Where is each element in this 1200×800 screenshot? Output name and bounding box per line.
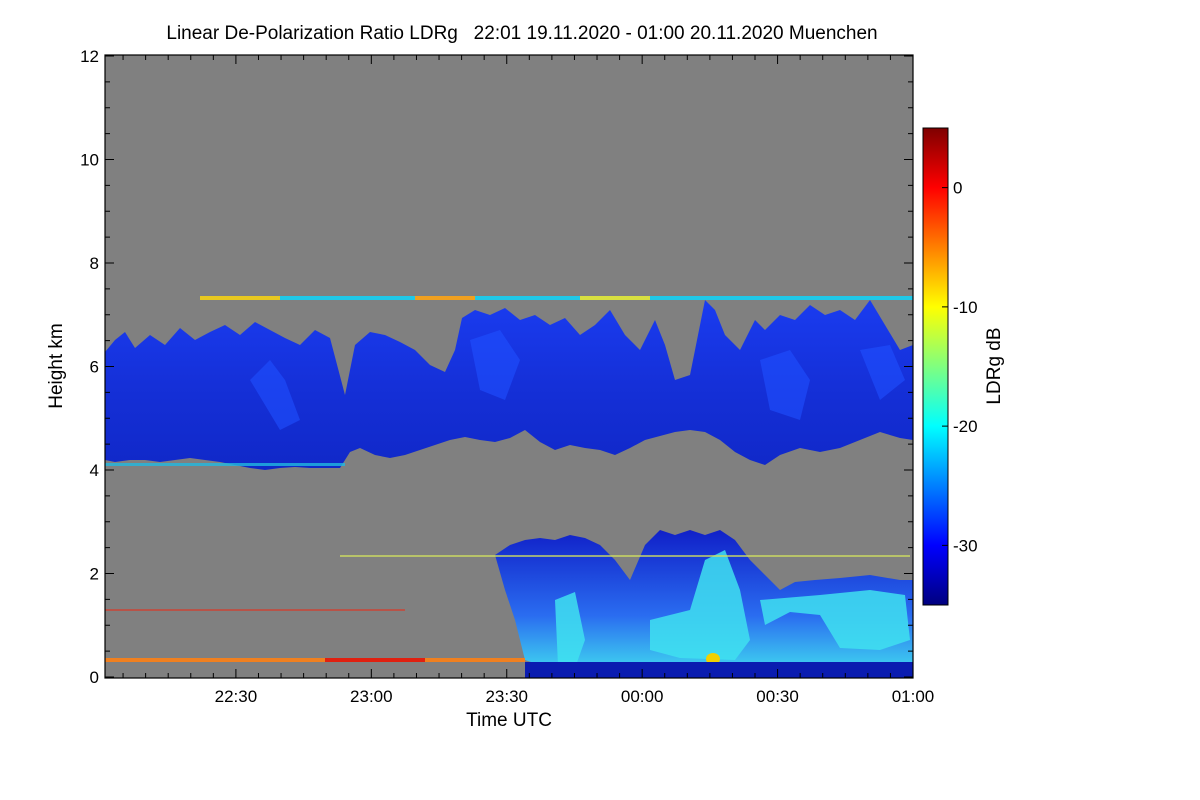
colorbar-label: LDRg dB xyxy=(984,327,1005,404)
colorbar xyxy=(922,127,949,606)
y-tick-label: 10 xyxy=(80,151,99,170)
noise-line xyxy=(105,463,345,466)
aerosol-line-segment xyxy=(200,296,280,300)
y-tick-label: 2 xyxy=(90,565,99,584)
y-tick-label: 8 xyxy=(90,254,99,273)
noise-line xyxy=(340,555,910,557)
noise-line xyxy=(105,609,405,611)
lower-cloud-bright xyxy=(555,550,910,668)
data-layers xyxy=(105,296,913,678)
y-tick-label: 6 xyxy=(90,358,99,377)
colorbar-tick-label: -20 xyxy=(953,417,978,436)
x-tick-label: 01:00 xyxy=(892,687,935,706)
upper-cloud-streaks xyxy=(250,330,905,430)
y-tick-label: 0 xyxy=(90,668,99,687)
colorbar-tick-label: -10 xyxy=(953,298,978,317)
aerosol-line xyxy=(200,296,913,300)
y-tick-label: 12 xyxy=(80,47,99,66)
aerosol-line-segment xyxy=(580,296,650,300)
x-axis-label: Time UTC xyxy=(466,710,552,731)
ground-layer-segment xyxy=(325,658,425,662)
x-tick-label: 23:00 xyxy=(350,687,393,706)
x-tick-label: 23:30 xyxy=(485,687,528,706)
ground-layer-base xyxy=(525,662,913,678)
x-tick-label: 00:30 xyxy=(756,687,799,706)
y-axis: 0 2 4 6 8 10 12 xyxy=(80,47,913,687)
x-axis: 22:30 23:00 23:30 00:00 00:30 01:00 xyxy=(122,55,935,706)
x-tick-label: 00:00 xyxy=(621,687,664,706)
colorbar-ticks: 0 -10 -20 -30 xyxy=(942,179,978,555)
y-axis-label: Height km xyxy=(46,323,67,409)
ground-layer-line xyxy=(105,658,525,662)
colorbar-tick-label: -30 xyxy=(953,536,978,555)
chart-title: Linear De-Polarization Ratio LDRg 22:01 … xyxy=(166,23,877,44)
y-tick-label: 4 xyxy=(90,461,99,480)
aerosol-line-segment xyxy=(415,296,475,300)
x-tick-label: 22:30 xyxy=(215,687,258,706)
colorbar-tick-label: 0 xyxy=(953,179,962,198)
